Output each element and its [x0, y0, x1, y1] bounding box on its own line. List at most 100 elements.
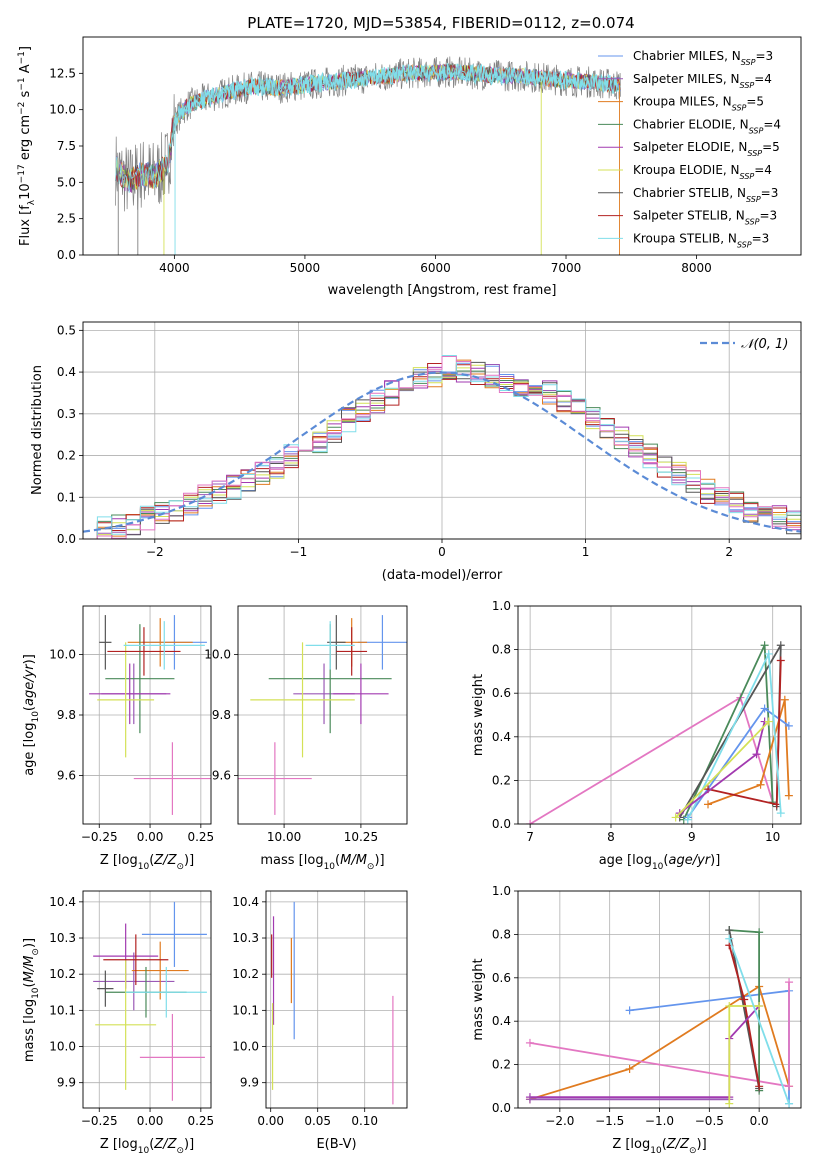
error-bars: [89, 615, 211, 815]
y-tick-label: 1.0: [492, 599, 511, 613]
x-tick-label: 1: [582, 545, 590, 559]
mass-vs-EBV-panel: 0.00 0.05 0.10 9.9 10.0 10.1 10.2 10.3 10.4 E(B-V…: [232, 890, 408, 1152]
legend-ssp-count: =3: [755, 49, 773, 63]
y-tick-label: 9.9: [57, 1076, 76, 1090]
y-axis-label-part: A: [18, 64, 33, 77]
x-tick-label: 0.00: [137, 1114, 164, 1128]
x-axis-label-part: Z [log: [100, 1137, 138, 1152]
weight-marker: [784, 721, 793, 730]
y-tick-label: 0.6: [492, 971, 511, 985]
legend-model-name: Chabrier MILES, N: [633, 49, 741, 63]
y-tick-label: 1.0: [492, 884, 511, 898]
weight-marker: [776, 656, 785, 665]
x-axis-label-part: )]: [184, 853, 194, 868]
y-tick-label: 10.1: [232, 1003, 259, 1017]
residual-histogram-panel: −2 −1 0 1 2 0.0 0.1 0.2 0.3 0.4 0.5 (data-model)/er…: [30, 321, 802, 583]
y-tick-label: 10.2: [232, 967, 259, 981]
legend-model-name: Salpeter MILES, N: [633, 72, 740, 86]
x-axis-label-part: (: [662, 1137, 667, 1152]
legend-entry: Salpeter STELIB, NSSP=3: [633, 209, 777, 227]
y-tick-label: 5.0: [57, 175, 76, 189]
x-axis-label: wavelength [Angstrom, rest frame]: [328, 283, 557, 298]
weight-marker: [625, 1064, 634, 1073]
y-tick-label: 10.3: [232, 931, 259, 945]
legend-entry: Kroupa STELIB, NSSP=3: [633, 231, 769, 249]
y-tick-label: 0.0: [57, 532, 76, 546]
legend-ssp-count: =3: [752, 231, 770, 245]
y-tick-label: 10.0: [49, 647, 76, 661]
y-axis-label-part: ]: [18, 46, 33, 51]
legend-entry: Chabrier ELODIE, NSSP=4: [633, 117, 781, 135]
weight-marker: [755, 1002, 764, 1011]
y-tick-label: 0.0: [57, 248, 76, 262]
axes-frame: [82, 890, 212, 1109]
x-tick-label: −2.0: [545, 1114, 574, 1128]
x-axis-label-part: (: [335, 853, 340, 868]
y-tick-label: 0.8: [492, 927, 511, 941]
y-tick-label: 10.0: [232, 1040, 259, 1054]
x-tick-label: −2: [146, 545, 164, 559]
mass-weight-vs-Z-panel: −2.0 −1.5 −1.0 −0.5 0.0 0.0 0.2 0.4 0.6 0.8 1.0 Z […: [471, 884, 802, 1156]
legend-ssp-count: =4: [754, 72, 772, 86]
x-axis-label: Z [log10(Z/Z⊙)]: [100, 1137, 194, 1156]
x-tick-label: 0.25: [187, 830, 214, 844]
y-axis-label-part: ⊙: [31, 948, 41, 956]
x-tick-label: 7000: [551, 261, 582, 275]
legend-model-name: Kroupa ELODIE, N: [633, 163, 740, 177]
x-axis-label-part: age [log: [599, 853, 652, 868]
x-axis-label-part: )]: [184, 1137, 194, 1152]
y-tick-label: 0.3: [57, 407, 76, 421]
y-axis-label-part: 10: [18, 183, 33, 200]
legend-ssp-sub: SSP: [737, 240, 752, 249]
legend-entry: Chabrier STELIB, NSSP=3: [633, 186, 778, 204]
plot-background: [518, 606, 801, 824]
weight-marker: [725, 926, 734, 935]
x-axis-label-part: )]: [697, 1137, 707, 1152]
y-tick-label: 10.2: [49, 967, 76, 981]
weight-marker: [780, 695, 789, 704]
legend-model-name: Salpeter STELIB, N: [633, 209, 745, 223]
x-tick-label: 5000: [290, 261, 321, 275]
x-tick-label: 0.10: [351, 1114, 378, 1128]
y-tick-label: 10.4: [49, 895, 76, 909]
x-axis-label-part: ⊙: [367, 862, 375, 872]
legend-ssp-count: =3: [761, 186, 779, 200]
y-tick-label: 9.6: [212, 769, 231, 783]
x-axis-label-part: ⊙: [176, 1146, 184, 1156]
x-axis-label-part: age/yr: [668, 853, 711, 868]
y-tick-label: 2.5: [57, 212, 76, 226]
y-tick-label: 0.2: [57, 449, 76, 463]
x-axis-label: (data-model)/error: [382, 568, 503, 583]
x-tick-label: 4000: [159, 261, 190, 275]
x-tick-label: 8000: [681, 261, 712, 275]
weight-marker: [760, 704, 769, 713]
legend-ssp-sub: SSP: [740, 80, 755, 89]
histogram-series: [83, 356, 801, 539]
x-tick-label: 10.25: [344, 830, 378, 844]
weight-marker: [755, 1082, 764, 1091]
weight-marker: [764, 717, 773, 726]
y-axis-label-part: −1: [17, 51, 27, 64]
legend-entry: 𝒩(0, 1): [741, 337, 788, 352]
legend-ssp-count: =5: [746, 95, 764, 109]
legend-ssp-sub: SSP: [747, 149, 762, 158]
weight-marker: [785, 978, 794, 987]
x-axis-label-part: Z/Z: [666, 1137, 690, 1152]
legend-entry: Chabrier MILES, NSSP=3: [633, 49, 773, 67]
weight-lines: [525, 926, 794, 1108]
x-axis-label: Z [log10(Z/Z⊙)]: [612, 1137, 706, 1156]
y-tick-label: 10.0: [204, 647, 231, 661]
legend-model-name: Kroupa MILES, N: [633, 95, 732, 109]
spectrum-panel: 4000 5000 6000 7000 8000 0.0 2.5 5.0 7.5 10.0 12.5…: [17, 36, 802, 298]
y-axis-label: Normed distribution: [30, 365, 45, 495]
x-tick-label: 6000: [420, 261, 451, 275]
x-tick-label: 10.00: [267, 830, 301, 844]
axes-frame: [265, 890, 408, 1109]
legend-ssp-count: =3: [759, 209, 777, 223]
y-tick-label: 10.3: [49, 931, 76, 945]
legend-entry: Kroupa ELODIE, NSSP=4: [633, 163, 772, 181]
age-vs-Z-panel: −0.25 0.00 0.259.69.810.0Z [log10(Z/Z⊙)]ag…: [22, 605, 214, 872]
legend-ssp-sub: SSP: [732, 103, 747, 112]
y-tick-label: 0.4: [57, 365, 76, 379]
